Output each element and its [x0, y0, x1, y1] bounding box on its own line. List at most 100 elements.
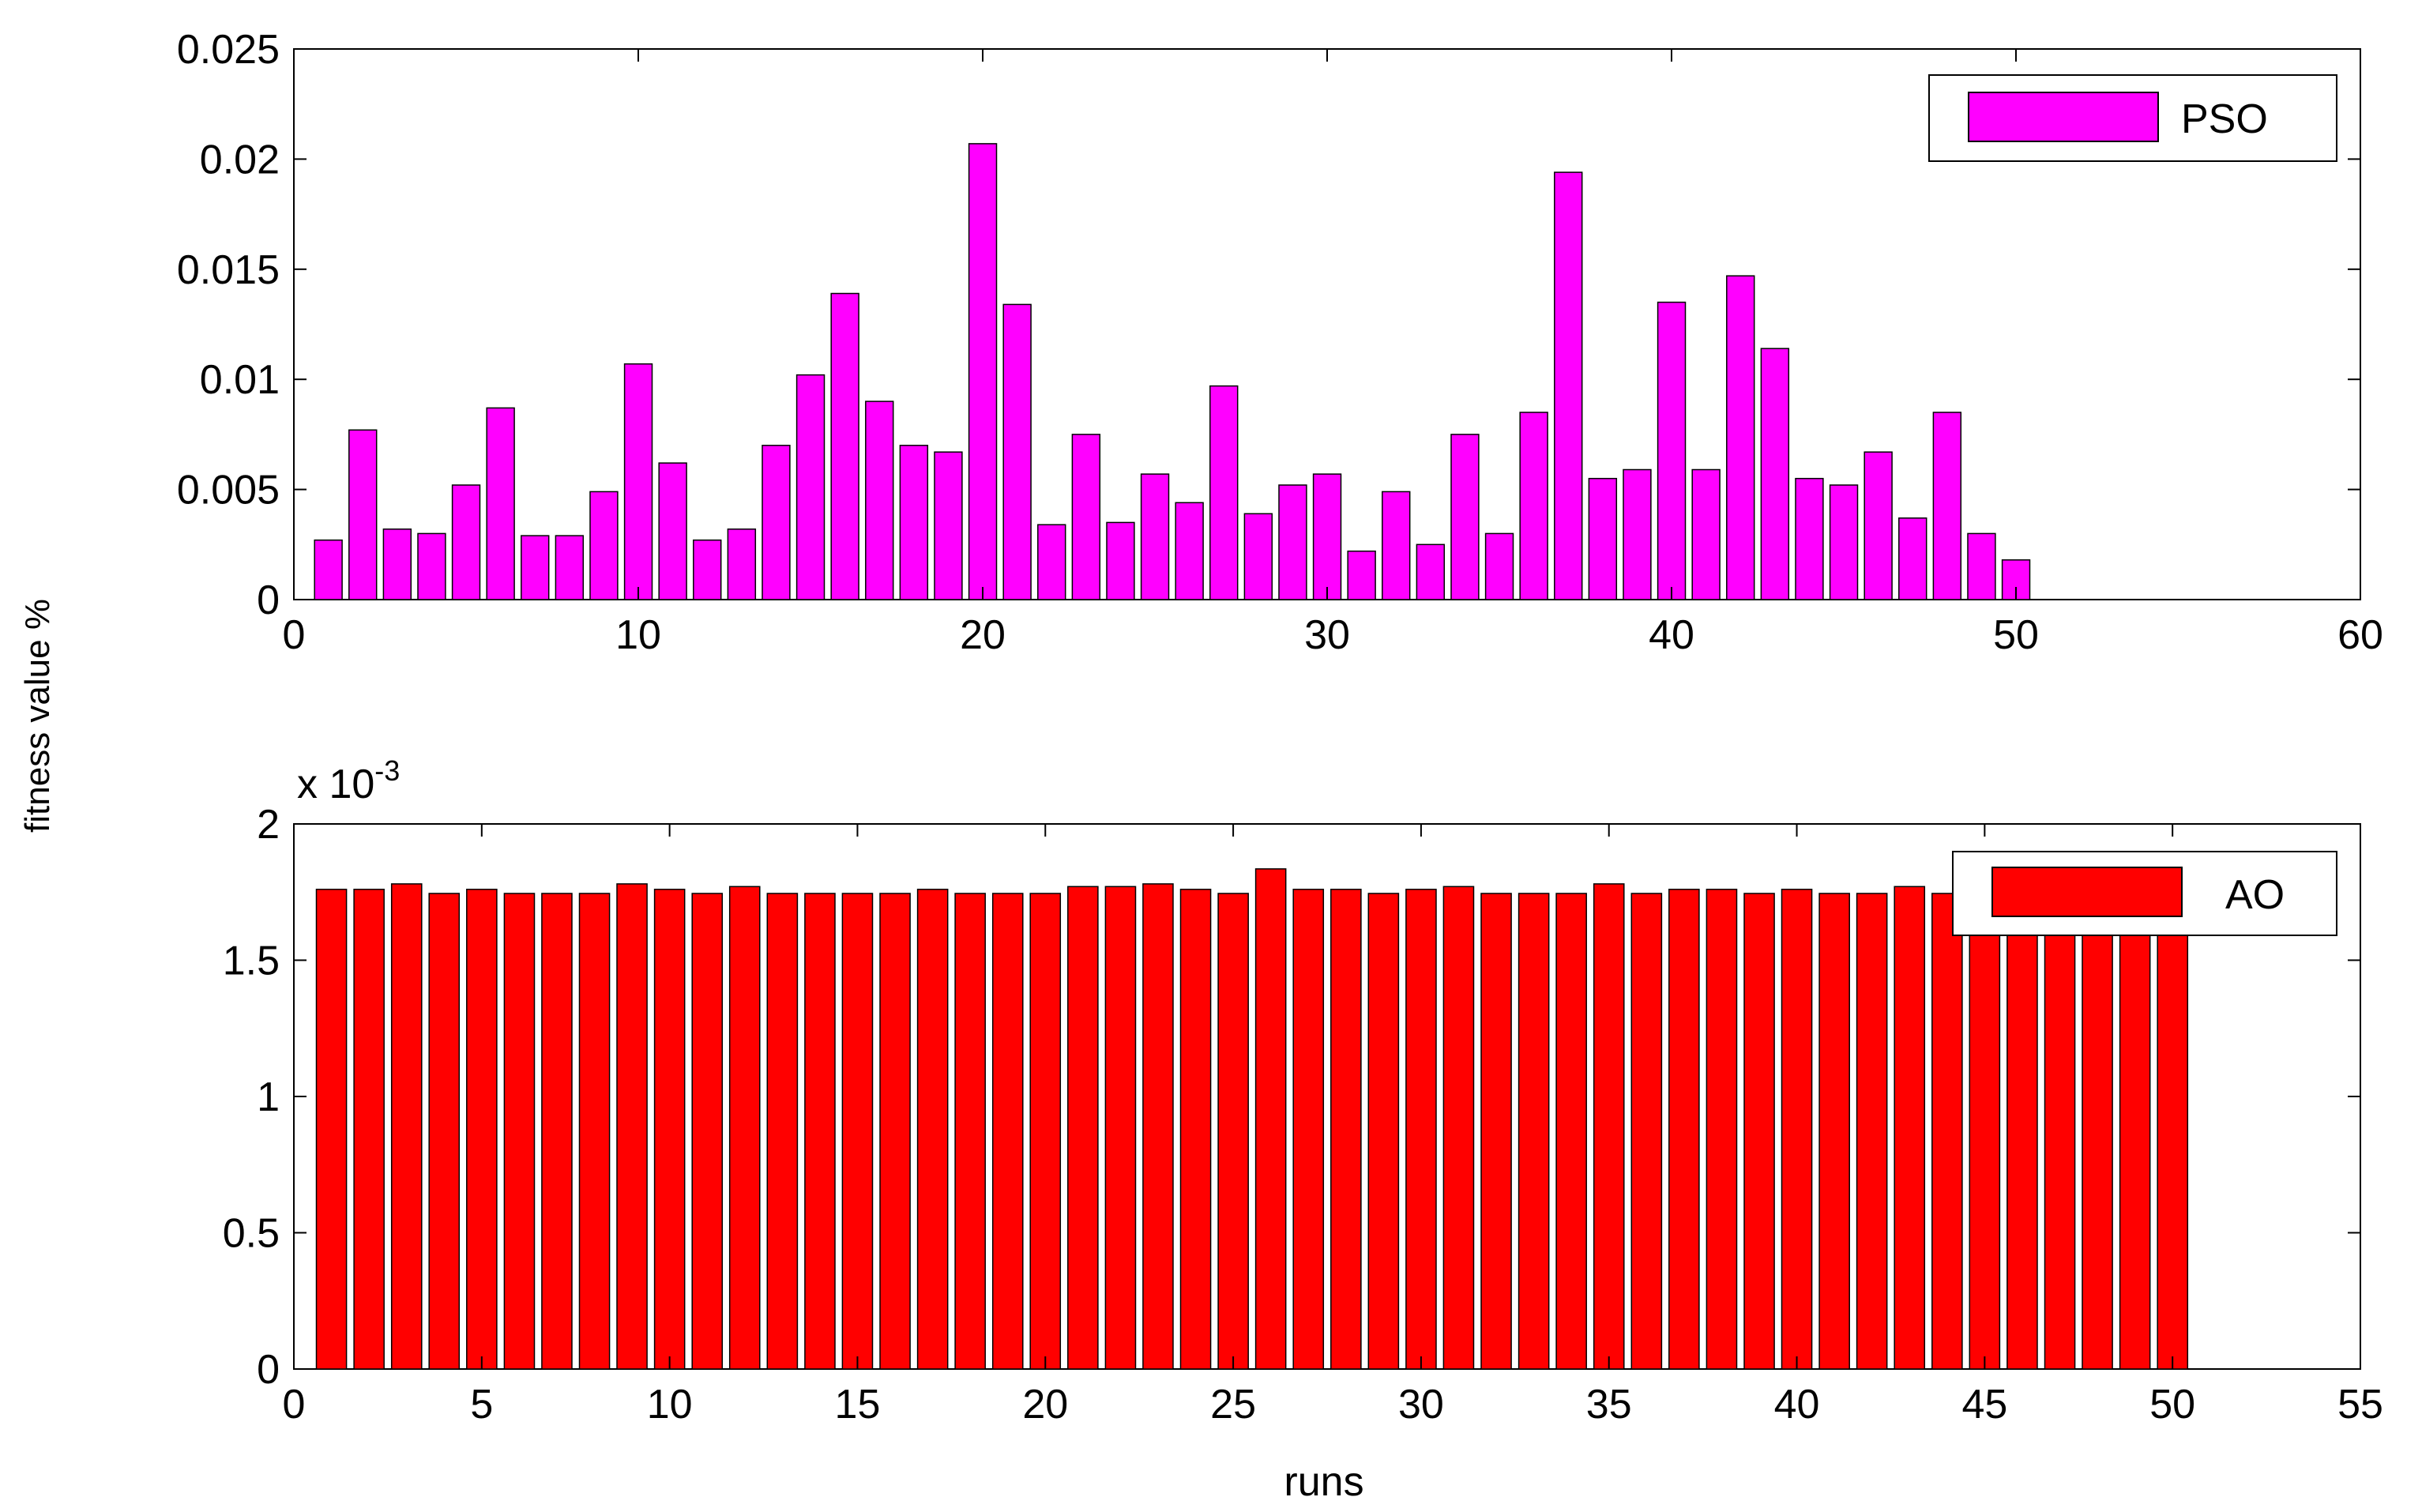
x-tick-label: 35: [1586, 1382, 1632, 1427]
x-tick-label: 45: [1961, 1382, 2007, 1427]
ao-bar: [541, 893, 573, 1370]
ao-bar: [1894, 886, 1926, 1370]
ao-bar: [390, 883, 423, 1370]
ao-bar: [616, 883, 648, 1370]
ao-bar: [1743, 893, 1775, 1370]
pso-bar: [1450, 434, 1480, 600]
ao-legend-label: AO: [2225, 872, 2285, 918]
x-tick-label: 20: [960, 612, 1006, 658]
ao-bar: [503, 893, 536, 1370]
x-tick-label: 60: [2337, 612, 2383, 658]
ao-bar: [1254, 868, 1287, 1370]
x-tick-label: 20: [1022, 1382, 1068, 1427]
ao-y-scale-exponent: -3: [374, 754, 400, 787]
ao-bar: [1367, 893, 1400, 1370]
x-tick-label: 50: [1993, 612, 2039, 658]
pso-bar: [693, 539, 722, 600]
ao-bar: [353, 889, 385, 1370]
x-tick-label: 10: [647, 1382, 693, 1427]
pso-bar: [348, 429, 378, 600]
ao-bar: [653, 889, 686, 1370]
ao-bar: [2119, 889, 2151, 1370]
pso-bar: [1519, 412, 1548, 600]
ao-bar: [1706, 889, 1738, 1370]
ao-bar: [766, 893, 799, 1370]
ao-bar: [1668, 889, 1700, 1370]
pso-bar: [1071, 434, 1101, 600]
pso-bar: [1002, 303, 1032, 600]
ao-bar: [841, 893, 874, 1370]
pso-bar: [1106, 521, 1135, 600]
pso-bar: [1382, 491, 1411, 600]
ao-legend-swatch: [1991, 867, 2183, 917]
ao-bar: [1179, 889, 1212, 1370]
ao-bar: [578, 893, 611, 1370]
ao-bar: [1067, 886, 1099, 1370]
ao-legend: AO: [1952, 851, 2337, 936]
ao-bar: [466, 889, 498, 1370]
x-tick-label: 0: [283, 1382, 306, 1427]
y-tick-label: 0.015: [177, 247, 280, 293]
x-tick-label: 50: [2149, 1382, 2195, 1427]
pso-bar: [1967, 532, 1996, 600]
pso-bar: [589, 491, 619, 600]
x-tick-label: 5: [470, 1382, 493, 1427]
ao-y-scale-base: x 10: [297, 762, 374, 807]
pso-bar: [1416, 543, 1446, 600]
y-tick-label: 2: [257, 802, 280, 848]
ao-bar: [1518, 893, 1550, 1370]
ao-bar: [2044, 889, 2076, 1370]
y-tick-label: 0.01: [200, 357, 280, 403]
pso-bar: [1140, 473, 1170, 600]
ao-bar: [728, 886, 761, 1370]
pso-bar: [1795, 477, 1824, 600]
y-tick-label: 0.02: [200, 137, 280, 182]
ao-bar: [1818, 893, 1850, 1370]
ao-bar: [1292, 889, 1325, 1370]
ao-bar: [1630, 893, 1663, 1370]
ao-bar: [2157, 889, 2189, 1370]
ao-bar: [1142, 883, 1174, 1370]
ao-bar: [1330, 889, 1362, 1370]
ao-subplot: 0 5 10 15 20 25 30 35 40 45 50 55 00.511.52 x 10-3 …: [223, 754, 2383, 1427]
pso-y-ticks: 0 0.005 0.01 0.015 0.02 0.025: [177, 27, 2360, 623]
ao-bar: [916, 889, 949, 1370]
pso-bar: [1864, 451, 1893, 600]
x-tick-label: 30: [1398, 1382, 1444, 1427]
pso-legend: PSO: [1928, 74, 2337, 162]
ao-bar: [1480, 893, 1512, 1370]
y-tick-label: 1: [257, 1074, 280, 1120]
ao-bars: [315, 868, 2189, 1370]
y-tick-label: 0: [257, 577, 280, 623]
pso-bar: [417, 532, 446, 600]
x-tick-label: 40: [1774, 1382, 1820, 1427]
pso-bar: [1932, 412, 1962, 600]
ao-bar: [1405, 889, 1437, 1370]
ao-y-scale-label: x 10-3: [297, 754, 400, 807]
y-tick-label: 1.5: [223, 938, 280, 984]
pso-bar: [382, 528, 412, 600]
pso-bar: [1278, 484, 1307, 600]
pso-bar: [830, 292, 859, 600]
pso-bar: [727, 528, 757, 600]
ao-bar: [1593, 883, 1625, 1370]
x-tick-label: 25: [1210, 1382, 1256, 1427]
ao-bar: [991, 893, 1024, 1370]
x-tick-label: 30: [1304, 612, 1350, 658]
pso-bar: [1623, 468, 1652, 600]
pso-bar: [762, 445, 791, 600]
x-tick-label: 15: [835, 1382, 881, 1427]
pso-bar: [521, 535, 550, 600]
y-tick-label: 0.005: [177, 468, 280, 513]
ao-y-ticks: 0 0.5 1 1.5 2: [223, 802, 2360, 1393]
pso-bar: [865, 401, 894, 600]
x-axis-label: runs: [1284, 1459, 1363, 1505]
ao-bar: [1931, 893, 1963, 1370]
pso-bar: [1554, 171, 1583, 600]
y-tick-label: 0.5: [223, 1211, 280, 1257]
ao-bar: [1029, 893, 1062, 1370]
ao-bar: [1104, 886, 1137, 1370]
pso-bar: [795, 374, 826, 600]
pso-bar: [1657, 301, 1687, 600]
